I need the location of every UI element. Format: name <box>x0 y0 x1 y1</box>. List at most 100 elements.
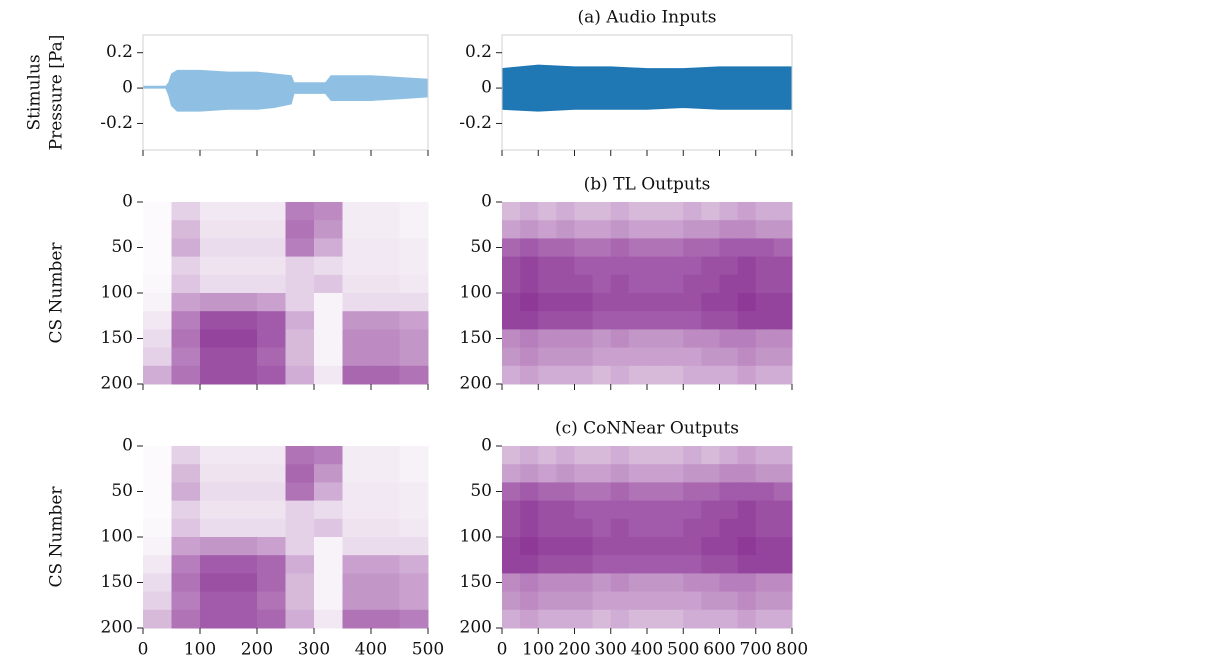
heatmap-cell <box>701 365 720 385</box>
heatmap-cell <box>314 500 343 520</box>
y-tick-label: -0.2 <box>459 113 492 133</box>
heatmap-cell <box>342 482 372 502</box>
y-tick-label: 50 <box>111 237 133 257</box>
waveform-envelope <box>501 64 793 112</box>
heatmap-cell <box>285 573 315 593</box>
heatmap-cell <box>665 329 684 349</box>
heatmap-cell <box>314 609 343 629</box>
heatmap-cell <box>342 537 372 556</box>
heatmap-cell <box>520 555 539 574</box>
heatmap-cell <box>200 446 229 465</box>
heatmap-cell <box>342 347 372 367</box>
y-tick-label: 150 <box>460 328 492 348</box>
heatmap-cell <box>737 256 757 276</box>
heatmap-cell <box>502 347 521 367</box>
heatmap-cell <box>737 591 757 611</box>
heatmap-cell <box>556 202 575 221</box>
heatmap-cell <box>737 274 757 294</box>
heatmap-cell <box>143 347 172 367</box>
heatmap-cell <box>592 573 612 593</box>
heatmap-cell <box>574 573 594 593</box>
heatmap-cell <box>737 482 757 502</box>
heatmap-cell <box>665 591 684 611</box>
heatmap-cell <box>520 573 539 593</box>
heatmap-cell <box>610 202 630 221</box>
heatmap-cell <box>171 311 201 330</box>
heatmap-cell <box>314 202 343 221</box>
heatmap-cell <box>683 256 702 276</box>
heatmap-cell <box>592 238 612 258</box>
y-tick-label: 100 <box>101 527 133 547</box>
heatmap-cell <box>592 202 612 221</box>
heatmap-cell <box>755 220 775 239</box>
heatmap-cell <box>171 293 201 312</box>
heatmap-cell <box>773 609 793 629</box>
heatmap-cell <box>399 500 429 520</box>
heatmap-cell <box>701 311 720 330</box>
heatmap-cell <box>502 518 521 538</box>
heatmap-cell <box>502 365 521 385</box>
heatmap-cell <box>520 329 539 349</box>
heatmap-cell <box>502 202 521 221</box>
heatmap-cell <box>520 274 539 294</box>
heatmap-cell <box>574 518 594 538</box>
y-tick-label: 200 <box>101 374 133 394</box>
heatmap-cell <box>257 500 286 520</box>
heatmap-cell <box>665 537 684 556</box>
heatmap-cell <box>719 573 739 593</box>
heatmap-cell <box>610 464 630 483</box>
heatmap-cell <box>520 293 539 312</box>
heatmap-cell <box>755 256 775 276</box>
heatmap-cell <box>574 347 594 367</box>
heatmap-cell <box>610 274 630 294</box>
heatmap-cell <box>610 555 630 574</box>
heatmap-cell <box>719 609 739 629</box>
heatmap-cell <box>314 238 343 258</box>
heatmap-cell <box>228 500 258 520</box>
heatmap-cell <box>257 293 286 312</box>
heatmap-cell <box>701 220 720 239</box>
heatmap-cell <box>285 365 315 385</box>
heatmap-cell <box>371 274 400 294</box>
heatmap-cell <box>737 202 757 221</box>
y-tick-label: 0 <box>481 436 492 456</box>
heatmap-cell <box>171 609 201 629</box>
heatmap-cell <box>610 329 630 349</box>
panel-title: (a) Audio Inputs <box>577 8 716 28</box>
heatmap-cell <box>755 329 775 349</box>
y-tick-label: 0 <box>122 192 133 212</box>
heatmap-cell <box>314 573 343 593</box>
x-tick-label: 400 <box>355 640 387 660</box>
heatmap-cell <box>665 518 684 538</box>
heatmap-cell <box>257 609 286 629</box>
heatmap-cell <box>665 256 684 276</box>
heatmap-cell <box>502 609 521 629</box>
heatmap-cell <box>683 446 702 465</box>
heatmap-cell <box>773 573 793 593</box>
heatmap-cell <box>257 256 286 276</box>
heatmap-cell <box>628 464 648 483</box>
heatmap-cell <box>143 256 172 276</box>
heatmap-cell <box>538 555 557 574</box>
x-tick-label: 100 <box>522 640 554 660</box>
heatmap-cell <box>647 446 666 465</box>
heatmap-cell <box>171 274 201 294</box>
heatmap-cell <box>171 329 201 349</box>
heatmap-cell <box>556 365 575 385</box>
heatmap-cell <box>665 365 684 385</box>
heatmap-cell <box>592 311 612 330</box>
heatmap-cell <box>342 591 372 611</box>
heatmap-cell <box>342 329 372 349</box>
heatmap-cell <box>200 591 229 611</box>
heatmap-cell <box>314 311 343 330</box>
heatmap-cell <box>143 311 172 330</box>
heatmap-cell <box>719 238 739 258</box>
heatmap-cell <box>683 537 702 556</box>
heatmap-cell <box>773 446 793 465</box>
heatmap-cell <box>719 446 739 465</box>
heatmap-cell <box>556 464 575 483</box>
heatmap-cell <box>228 446 258 465</box>
heatmap-cell <box>538 329 557 349</box>
heatmap-cell <box>538 482 557 502</box>
heatmap-cell <box>647 500 666 520</box>
